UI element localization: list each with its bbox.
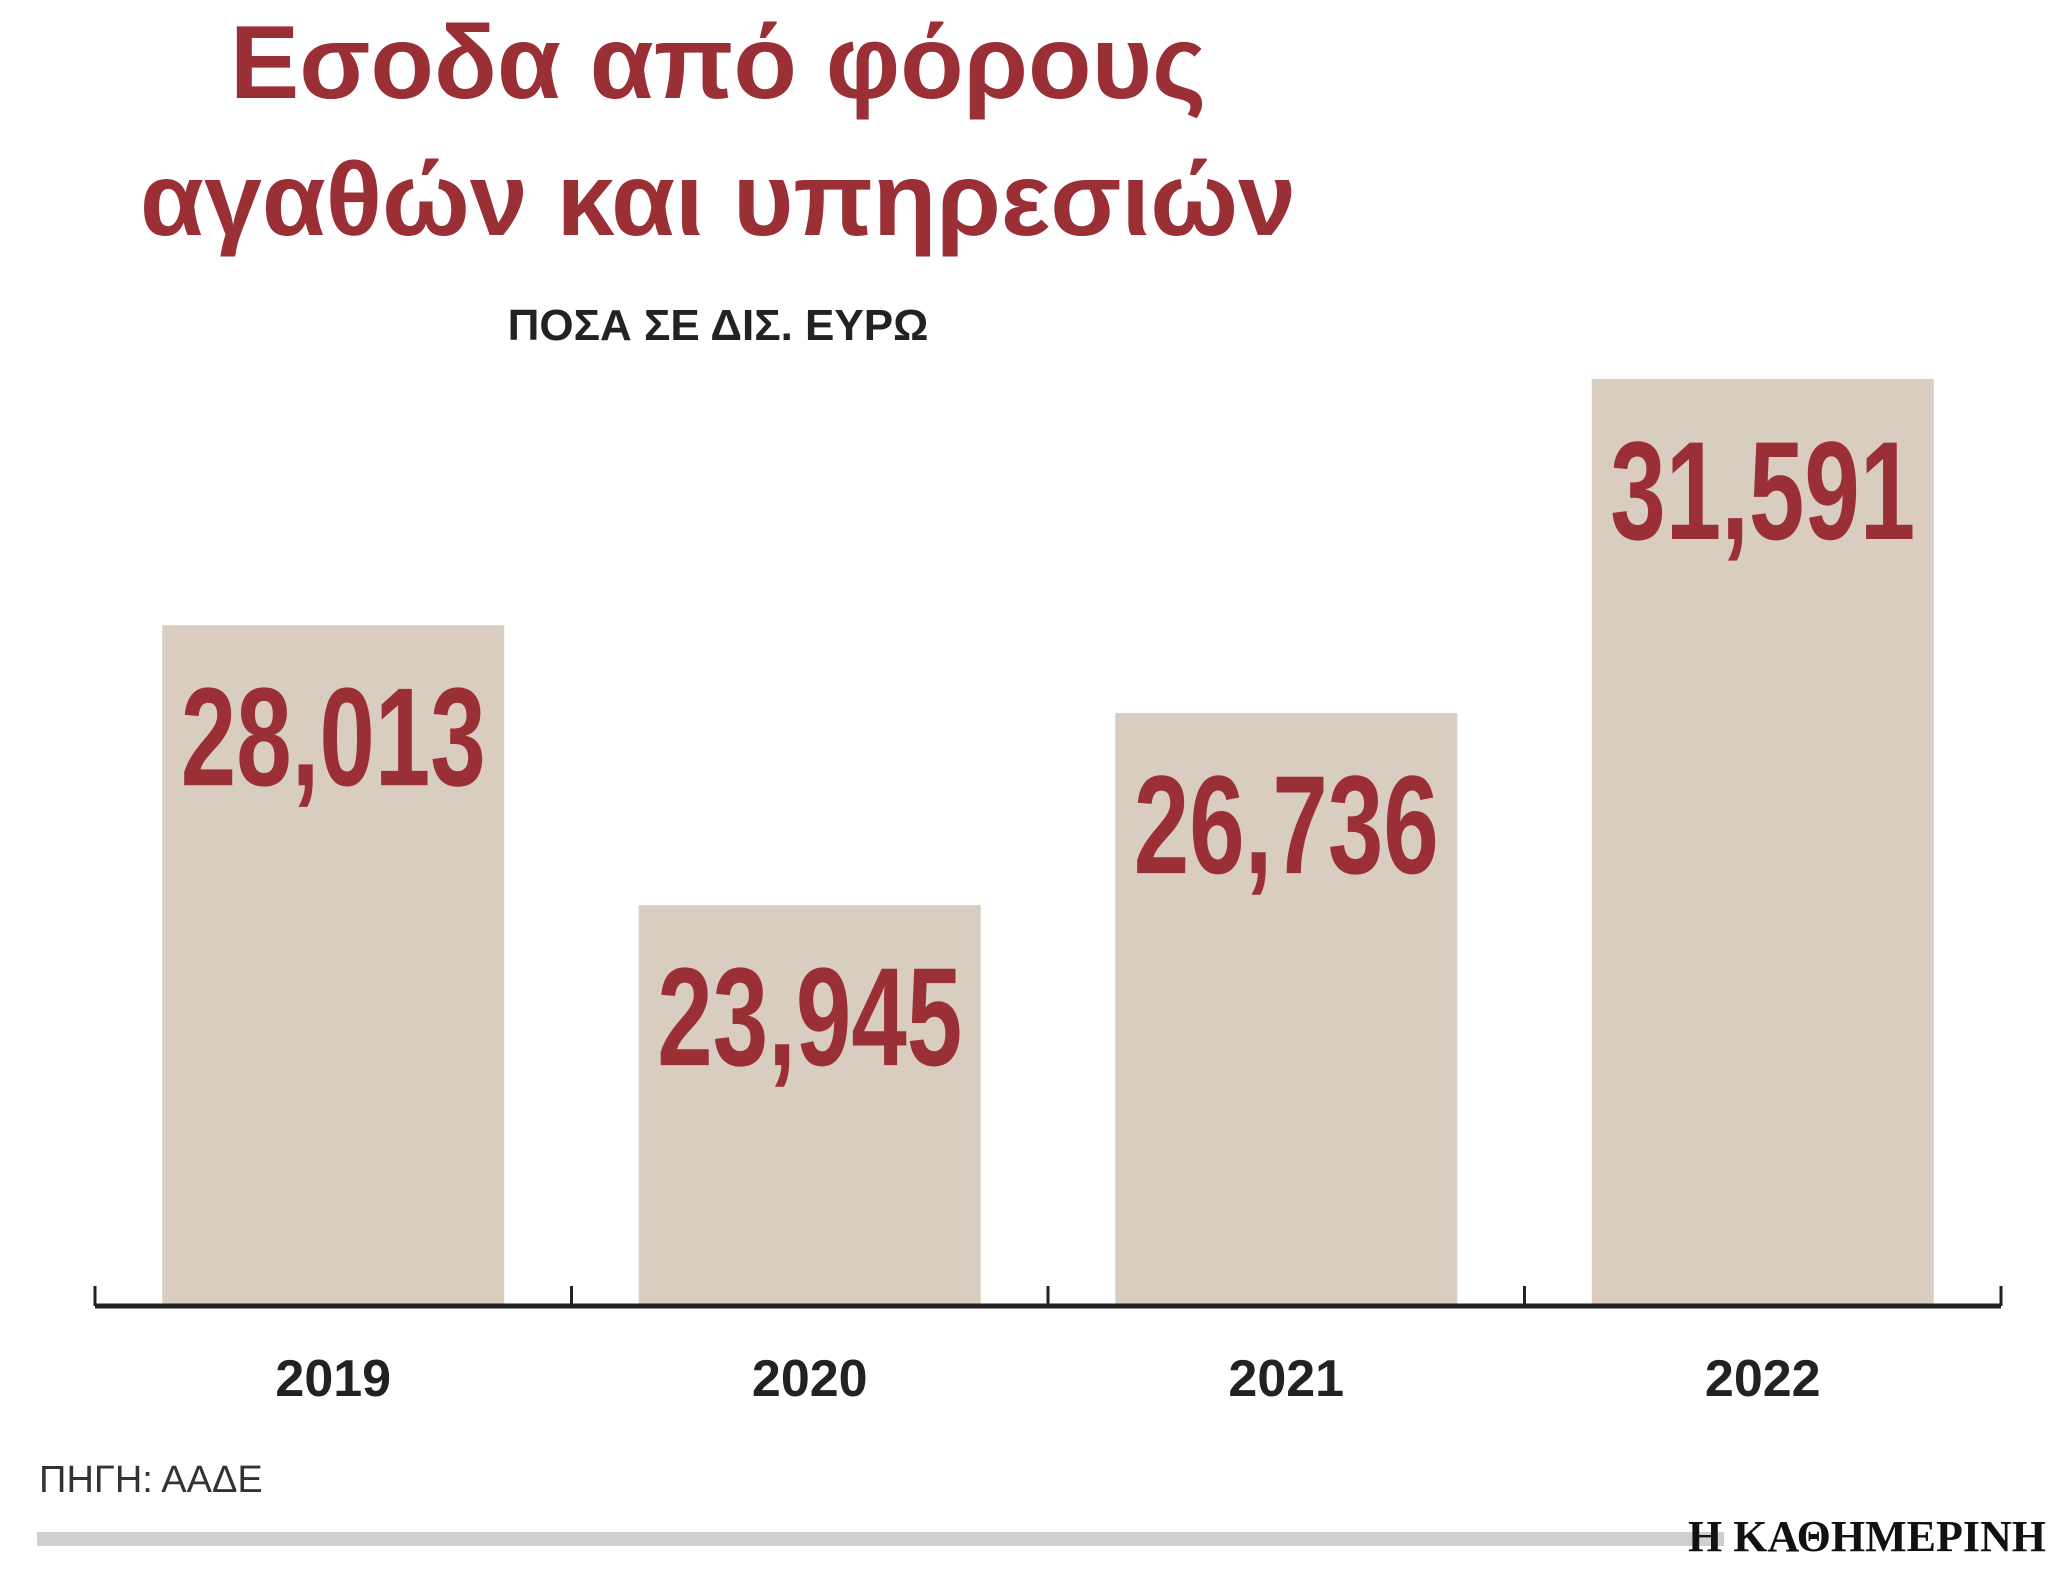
x-tick-label: 2020 — [752, 1350, 868, 1408]
source: ΠΗΓΗ: ΑΑΔΕ — [39, 1459, 263, 1501]
bar — [1591, 379, 1934, 1306]
subtitle: ΠΟΣΑ ΣΕ ΔΙΣ. ΕΥΡΩ — [508, 301, 929, 350]
bar — [162, 625, 505, 1306]
x-tick-label: 2022 — [1705, 1350, 1821, 1408]
publisher: Η ΚΑΘΗΜΕΡΙΝΗ — [1688, 1512, 2046, 1561]
value-label: 26,736 — [1134, 746, 1439, 903]
chart-title: Εσοδα από φόρους — [230, 5, 1206, 121]
value-label: 31,591 — [1610, 412, 1915, 569]
x-tick-label: 2021 — [1228, 1350, 1344, 1408]
bar — [1115, 713, 1458, 1306]
footer-rule — [37, 1532, 1724, 1546]
chart-title: αγαθών και υπηρεσιών — [140, 142, 1296, 258]
value-label: 23,945 — [657, 938, 962, 1095]
value-label: 28,013 — [181, 658, 486, 815]
bar — [638, 905, 981, 1306]
x-tick-label: 2019 — [275, 1350, 391, 1408]
